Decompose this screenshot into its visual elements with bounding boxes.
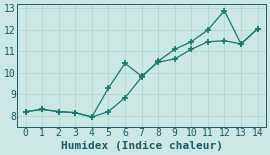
X-axis label: Humidex (Indice chaleur): Humidex (Indice chaleur) [60, 141, 222, 151]
